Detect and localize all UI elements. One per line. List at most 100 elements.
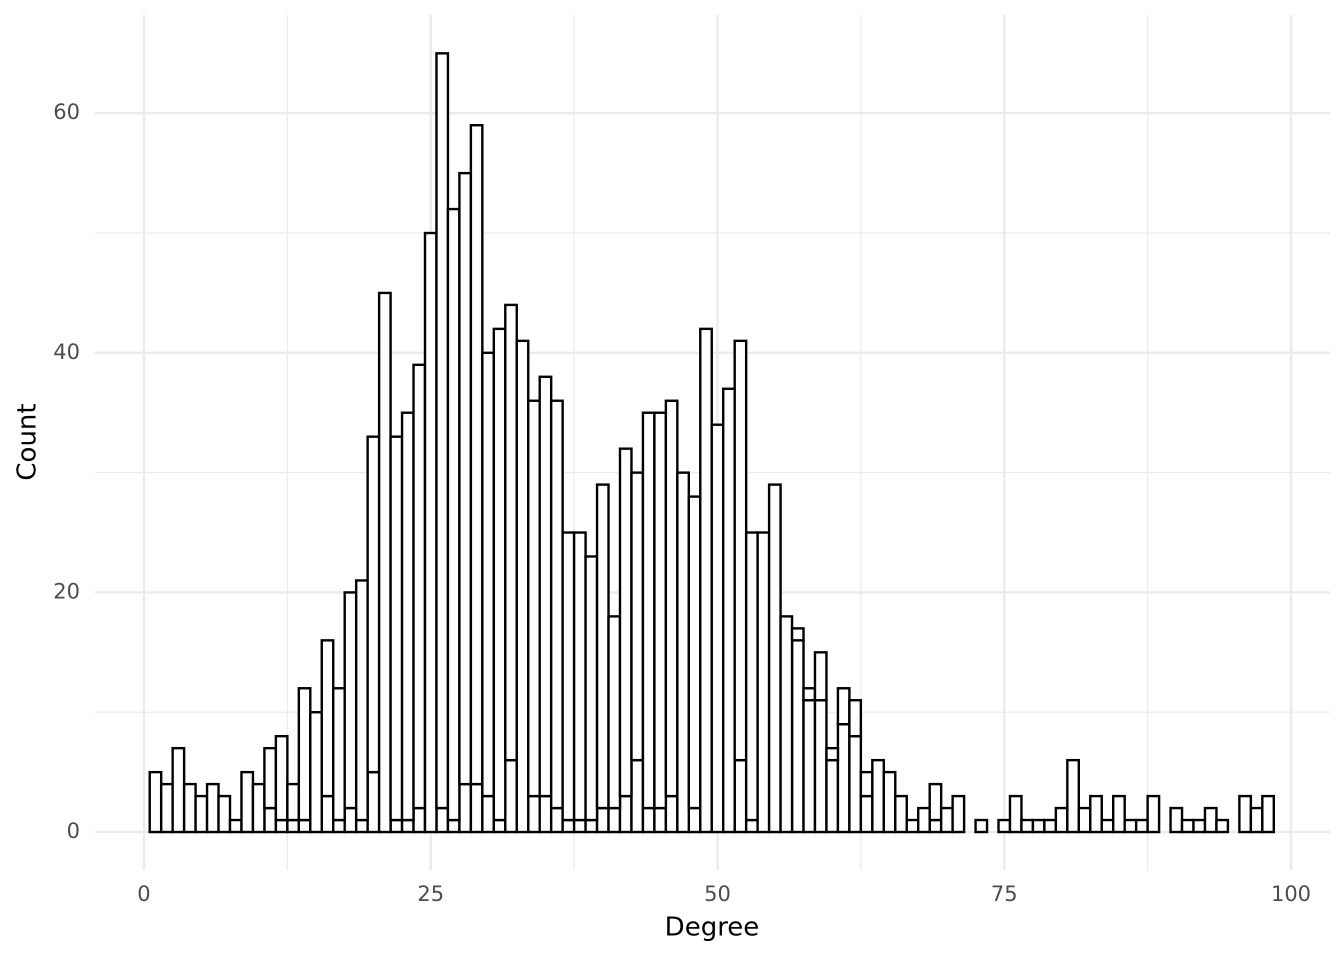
bar <box>630 471 645 762</box>
bars <box>148 52 1275 834</box>
bar <box>1112 794 1126 834</box>
bar <box>205 782 220 834</box>
bar <box>343 591 358 810</box>
bar <box>159 782 174 834</box>
bar <box>687 806 702 834</box>
bar <box>722 387 736 834</box>
bar <box>584 818 599 834</box>
bar <box>802 687 817 702</box>
bar <box>412 806 427 834</box>
bar <box>538 375 553 798</box>
y-tick-label: 40 <box>53 340 80 364</box>
bar <box>997 818 1012 834</box>
bar <box>1192 818 1207 834</box>
bar <box>744 818 759 834</box>
bar <box>1238 794 1253 834</box>
bar <box>549 399 564 810</box>
x-tick-label: 75 <box>991 882 1018 906</box>
bar <box>320 794 335 834</box>
bar <box>332 687 346 822</box>
y-tick-label: 20 <box>53 579 80 603</box>
bar <box>274 734 289 822</box>
bar <box>779 615 794 834</box>
bar <box>928 782 943 822</box>
bar <box>607 806 622 834</box>
x-tick-label: 100 <box>1271 882 1311 906</box>
bar <box>1008 794 1023 834</box>
bar <box>481 351 496 798</box>
bar <box>561 818 576 834</box>
bar <box>676 471 691 834</box>
bar <box>240 770 255 834</box>
bar <box>412 363 427 810</box>
bar <box>1054 806 1069 834</box>
bar <box>733 758 748 834</box>
bar <box>756 531 771 834</box>
bar <box>641 411 656 810</box>
bar <box>939 806 954 834</box>
bar <box>917 806 931 834</box>
bar <box>366 770 381 834</box>
bar <box>882 770 897 834</box>
bar <box>492 818 507 834</box>
bar <box>343 806 358 834</box>
bar <box>400 818 415 834</box>
bar <box>263 746 278 810</box>
bar <box>527 399 541 798</box>
bar <box>607 615 622 810</box>
bar <box>182 782 197 834</box>
bar <box>171 746 186 834</box>
bar <box>458 171 473 786</box>
y-tick-label: 0 <box>67 819 80 843</box>
bar <box>825 758 840 834</box>
bar <box>332 818 346 834</box>
bar <box>825 746 840 762</box>
bar <box>653 411 668 810</box>
bar <box>1134 818 1149 834</box>
bar <box>1077 806 1092 834</box>
bar <box>251 782 266 834</box>
bar <box>354 818 369 834</box>
bar <box>286 818 301 834</box>
bar <box>1261 794 1275 834</box>
bar <box>641 806 656 834</box>
bar <box>894 794 908 834</box>
x-tick-label: 50 <box>704 882 731 906</box>
bar <box>297 818 312 834</box>
bar <box>790 627 805 642</box>
bar <box>699 327 713 834</box>
bar <box>630 758 645 834</box>
bar <box>1089 794 1103 834</box>
bar <box>664 399 679 798</box>
bar <box>733 339 748 762</box>
bar <box>618 794 633 834</box>
bar <box>377 291 392 834</box>
x-tick-label: 0 <box>137 882 150 906</box>
bar <box>538 794 553 834</box>
bar <box>148 770 163 834</box>
bar <box>1180 818 1195 834</box>
bar <box>836 687 851 726</box>
x-axis-title: Degree <box>665 913 760 943</box>
bar <box>871 758 886 834</box>
bar <box>400 411 415 822</box>
bar <box>1169 806 1184 834</box>
bar <box>859 770 874 798</box>
bar <box>813 699 828 834</box>
bar <box>595 483 610 810</box>
bar <box>504 758 518 834</box>
bar <box>354 579 369 822</box>
bar <box>492 327 507 822</box>
bar <box>974 818 989 834</box>
bar <box>549 806 564 834</box>
bar <box>859 794 874 834</box>
bar <box>710 423 725 834</box>
x-tick-label: 25 <box>417 882 444 906</box>
bar <box>435 806 450 834</box>
bar <box>446 818 461 834</box>
bar <box>905 818 920 834</box>
bar <box>274 818 289 834</box>
bar <box>1203 806 1218 834</box>
